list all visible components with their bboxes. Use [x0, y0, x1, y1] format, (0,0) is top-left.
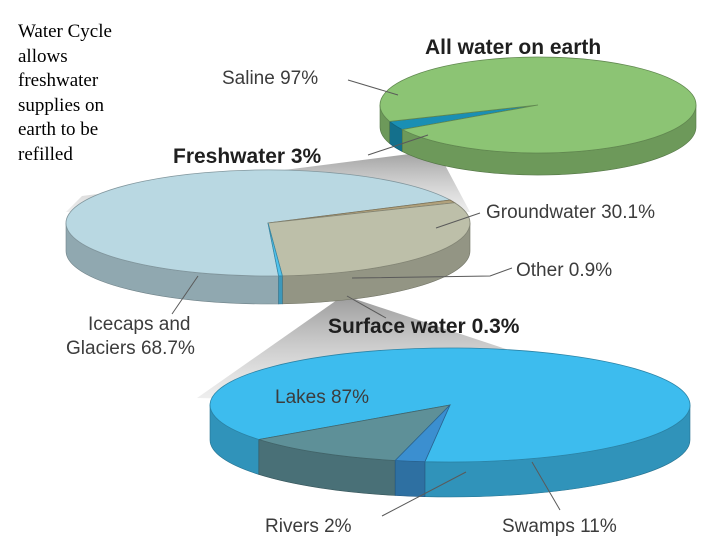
chart-title-surface-water: Surface water 0.3% [328, 315, 520, 338]
leader-line-rivers [381, 471, 467, 517]
leader-line-freshwater [367, 134, 429, 156]
chart-title-freshwater: Freshwater 3% [173, 145, 322, 168]
label-groundwater: Groundwater 30.1% [486, 202, 655, 223]
label-other: Other 0.9% [516, 260, 612, 281]
intro-line: allows [18, 45, 68, 67]
pie-slice-groundwater [267, 202, 471, 277]
pie-slice-rivers [394, 404, 451, 463]
chart-title-all-water: All water on earth [425, 36, 601, 59]
leader-line-groundwater [435, 212, 481, 229]
pie-slice-lakes [209, 347, 691, 463]
pie-1 [65, 169, 471, 305]
pie-slice-icecaps-and-glaciers [65, 169, 452, 277]
pie-side-surface-water [278, 275, 283, 305]
leader-line-other [351, 267, 513, 279]
pie-slice-saline [379, 56, 697, 154]
pie-slice-swamps [258, 404, 452, 461]
label-lakes: Lakes 87% [275, 387, 369, 408]
intro-line: supplies on [18, 94, 105, 116]
pie-side-rivers [394, 460, 426, 497]
label-icecaps-line-1: Icecaps and [88, 314, 190, 335]
pie-0 [379, 56, 697, 176]
pie-charts [65, 56, 697, 498]
intro-line: Water Cycle [18, 21, 112, 42]
label-saline: Saline 97% [222, 68, 318, 89]
intro-text: Water Cycle allows freshwater supplies o… [18, 20, 148, 168]
intro-line: freshwater [18, 70, 99, 92]
leader-line-swamps [531, 461, 561, 511]
intro-line: earth to be [18, 119, 99, 141]
label-icecaps-glaciers: Icecaps and Glaciers 68.7% [66, 314, 196, 359]
pie-slice-surface-water [267, 222, 283, 277]
pie-2 [209, 347, 691, 498]
label-swamps: Swamps 11% [502, 516, 617, 537]
leader-line-surface [346, 295, 387, 319]
label-rivers: Rivers 2% [265, 516, 352, 537]
leader-line-saline [347, 79, 399, 96]
intro-line: refilled [18, 143, 73, 165]
label-icecaps-line-2: Glaciers 68.7% [66, 338, 195, 359]
leader-line-icecaps [171, 275, 199, 315]
